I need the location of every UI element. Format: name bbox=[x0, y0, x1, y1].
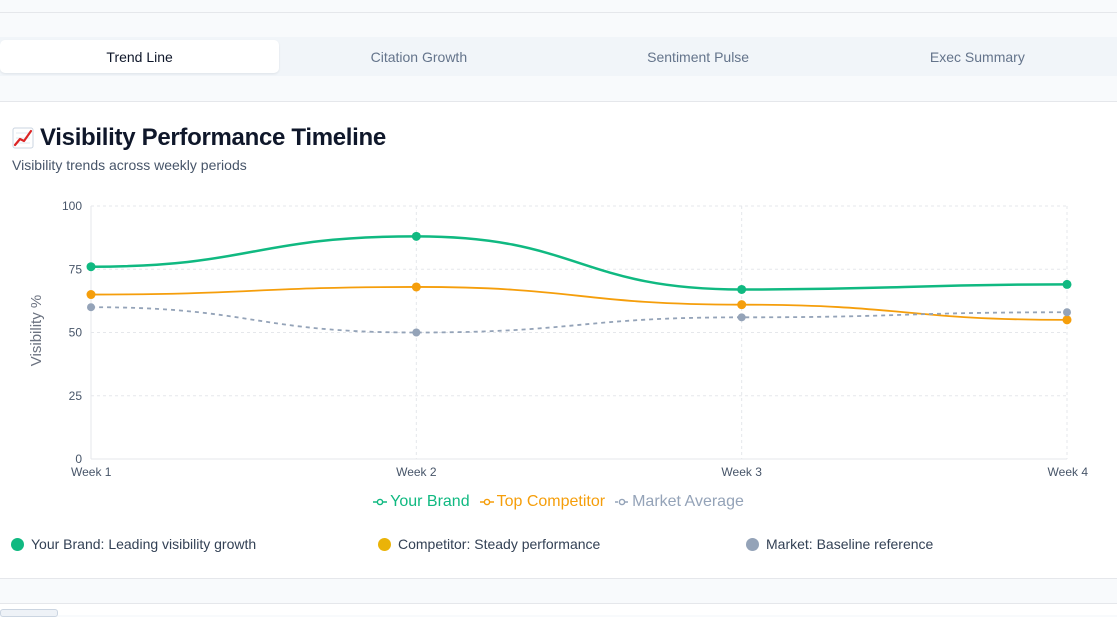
bottom-strip bbox=[0, 603, 1117, 615]
x-tick-label: Week 2 bbox=[396, 465, 437, 479]
chart-card: Visibility Performance Timeline Visibili… bbox=[0, 101, 1117, 579]
y-tick-label: 75 bbox=[69, 262, 83, 276]
insight-notes: Your Brand: Leading visibility growth Co… bbox=[11, 536, 1111, 556]
note-text: Your Brand: Leading visibility growth bbox=[31, 536, 257, 552]
legend-item-market-average[interactable]: Market Average bbox=[615, 493, 744, 511]
y-tick-label: 100 bbox=[62, 199, 82, 213]
y-tick-label: 0 bbox=[75, 452, 82, 466]
tab-sentiment-pulse[interactable]: Sentiment Pulse bbox=[647, 48, 750, 65]
data-point bbox=[412, 328, 421, 337]
legend-line-icon bbox=[615, 498, 630, 506]
data-point bbox=[86, 262, 96, 272]
x-tick-label: Week 4 bbox=[1048, 465, 1089, 479]
data-point bbox=[737, 284, 747, 294]
chart-legend: Your Brand Top Competitor Market Average bbox=[0, 493, 1117, 511]
tab-trend-line[interactable]: Trend Line bbox=[0, 40, 280, 73]
top-strip bbox=[0, 0, 1117, 13]
line-chart: 0 25 50 75 100 Week 1 Week 2 Week 3 Week 4 Visibi… bbox=[28, 199, 1089, 479]
status-dot bbox=[11, 537, 24, 551]
chart-increasing-icon bbox=[12, 127, 34, 149]
status-dot bbox=[378, 537, 391, 551]
tab-exec-summary[interactable]: Exec Summary bbox=[929, 48, 1025, 65]
card-header: Visibility Performance Timeline bbox=[12, 124, 386, 152]
card-title: Visibility Performance Timeline bbox=[40, 124, 386, 151]
data-point bbox=[737, 313, 746, 322]
note-your-brand: Your Brand: Leading visibility growth bbox=[11, 536, 256, 552]
series-line-top-competitor bbox=[90, 286, 1068, 321]
legend-line-icon bbox=[373, 498, 388, 506]
tab-citation-growth[interactable]: Citation Growth bbox=[370, 48, 468, 65]
data-point bbox=[87, 303, 95, 312]
note-text: Competitor: Steady performance bbox=[398, 536, 601, 552]
y-axis-label: Visibility % bbox=[28, 295, 45, 366]
data-point bbox=[1062, 279, 1072, 289]
note-market: Market: Baseline reference bbox=[746, 536, 933, 552]
bottom-scroll-chip[interactable] bbox=[0, 609, 58, 617]
legend-line-icon bbox=[479, 498, 494, 506]
legend-item-your-brand[interactable]: Your Brand bbox=[373, 493, 470, 511]
series-line-your-brand bbox=[90, 235, 1068, 291]
status-dot bbox=[746, 537, 759, 551]
series-line-market-average bbox=[90, 306, 1068, 334]
y-tick-label: 25 bbox=[69, 389, 83, 403]
data-point bbox=[86, 290, 96, 300]
tab-bar: Trend Line Citation Growth Sentiment Pul… bbox=[0, 37, 1117, 76]
legend-item-top-competitor[interactable]: Top Competitor bbox=[479, 493, 606, 511]
x-tick-label: Week 3 bbox=[721, 465, 762, 479]
data-point bbox=[1063, 308, 1071, 317]
legend-label: Market Average bbox=[632, 493, 744, 510]
note-competitor: Competitor: Steady performance bbox=[378, 536, 600, 552]
data-point bbox=[737, 300, 747, 310]
data-point bbox=[411, 282, 421, 292]
legend-label: Your Brand bbox=[390, 493, 470, 510]
legend-label: Top Competitor bbox=[496, 493, 606, 510]
data-point bbox=[1062, 315, 1072, 325]
x-tick-label: Week 1 bbox=[71, 465, 112, 479]
y-tick-label: 50 bbox=[69, 326, 83, 340]
card-subtitle: Visibility trends across weekly periods bbox=[12, 157, 247, 173]
note-text: Market: Baseline reference bbox=[766, 536, 934, 552]
data-point bbox=[411, 231, 421, 241]
